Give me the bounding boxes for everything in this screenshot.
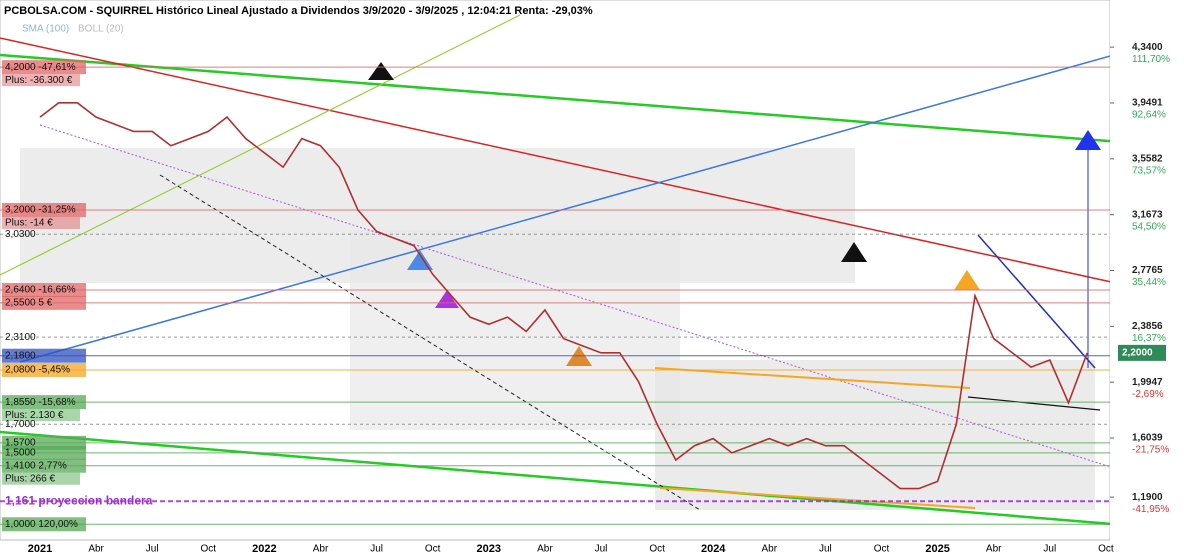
level-label: 1,4100 2,77% xyxy=(5,460,67,471)
x-tick-label: Abr xyxy=(313,544,329,555)
level-label: 1,5700 xyxy=(5,437,36,448)
x-tick-label: Abr xyxy=(88,544,104,555)
flag-line xyxy=(659,487,976,509)
current-price-box xyxy=(1118,344,1166,361)
x-tick-label: 2021 xyxy=(28,543,52,555)
level-box xyxy=(2,458,86,473)
arrow xyxy=(368,62,394,80)
legend-item: BOLL (20) xyxy=(78,24,124,35)
level-label: 1,8550 -15,68% xyxy=(5,397,76,408)
y-tick-change: -41,95% xyxy=(1132,504,1169,515)
y-tick-label: 3,9491 xyxy=(1132,98,1163,109)
price-axis xyxy=(1110,0,1184,560)
trend-line xyxy=(0,53,1161,147)
trend-line xyxy=(967,396,1101,411)
y-tick-label: 3,1673 xyxy=(1132,209,1163,220)
x-tick-label: 2024 xyxy=(701,543,726,555)
flag-line xyxy=(654,367,971,389)
current-price-label: 2,2000 xyxy=(1122,347,1153,358)
x-tick-label: 2023 xyxy=(477,543,501,555)
level-label: 2,5500 5 € xyxy=(5,297,53,308)
level-note: Plus: -36.300 € xyxy=(5,75,73,86)
x-tick-label: Jul xyxy=(146,544,159,555)
y-tick-change: 35,44% xyxy=(1132,277,1166,288)
trend-line xyxy=(39,124,1121,471)
level-box xyxy=(2,60,86,75)
level-box xyxy=(2,472,80,485)
x-tick-label: Oct xyxy=(425,544,441,555)
arrow xyxy=(954,270,980,290)
y-tick-label: 1,9947 xyxy=(1132,377,1163,388)
level-box xyxy=(2,517,86,532)
level-label: 2,1800 xyxy=(5,350,36,361)
y-tick-label: 4,3400 xyxy=(1132,42,1163,53)
y-tick-label: 3,5582 xyxy=(1132,153,1163,164)
level-label: 2,6400 -16,66% xyxy=(5,285,76,296)
x-tick-label: Jul xyxy=(370,544,383,555)
y-tick-label: 1,6039 xyxy=(1132,433,1163,444)
level-note: Plus: 266 € xyxy=(5,473,55,484)
trend-line xyxy=(977,234,1096,369)
level-label: 1,5000 xyxy=(5,447,36,458)
level-label: 3,2000 -31,25% xyxy=(5,205,76,216)
arrow xyxy=(1075,130,1101,150)
x-tick-label: 2022 xyxy=(252,543,276,555)
x-tick-label: Oct xyxy=(1098,544,1114,555)
level-label: 1,0000 120,00% xyxy=(5,519,78,530)
x-tick-label: Jul xyxy=(819,544,832,555)
trend-line xyxy=(0,37,1126,286)
x-tick-label: Abr xyxy=(986,544,1002,555)
arrow xyxy=(435,290,459,308)
level-box xyxy=(2,409,80,422)
trend-line xyxy=(0,430,1161,530)
level-box xyxy=(2,445,86,460)
trend-line xyxy=(0,14,521,276)
x-tick-label: Jul xyxy=(595,544,608,555)
y-tick-label: 2,3856 xyxy=(1132,321,1163,332)
y-tick-change: 16,37% xyxy=(1132,333,1166,344)
x-tick-label: 2025 xyxy=(925,543,949,555)
arrow xyxy=(841,242,867,262)
level-label: 1,161 proyeccion bandera xyxy=(5,493,153,507)
legend-item: SMA (100) xyxy=(22,24,69,35)
level-box xyxy=(2,348,86,363)
price-line xyxy=(39,102,1088,490)
y-tick-change: 73,57% xyxy=(1132,165,1166,176)
level-box xyxy=(2,395,86,410)
trend-line xyxy=(159,174,701,511)
zone xyxy=(655,360,1095,510)
y-tick-label: 1,1900 xyxy=(1132,492,1163,503)
level-label: 4,2000 -47,61% xyxy=(5,62,76,73)
level-box xyxy=(2,363,86,377)
level-box xyxy=(2,203,86,217)
level-box xyxy=(2,74,80,87)
zone xyxy=(350,230,680,430)
trend-line xyxy=(19,41,1161,363)
level-box xyxy=(2,283,86,297)
level-box xyxy=(2,217,80,229)
level-label: 3,0300 xyxy=(5,229,36,240)
level-note: Plus: 2.130 € xyxy=(5,410,64,421)
level-label: 1,7000 xyxy=(5,419,36,430)
y-tick-label: 2,7765 xyxy=(1132,265,1163,276)
y-tick-change: 54,50% xyxy=(1132,221,1166,232)
level-box xyxy=(2,295,86,310)
x-tick-label: Abr xyxy=(537,544,553,555)
x-tick-label: Oct xyxy=(201,544,217,555)
x-tick-label: Oct xyxy=(649,544,665,555)
level-label: 2,0800 -5,45% xyxy=(5,365,70,376)
x-tick-label: Oct xyxy=(874,544,890,555)
y-tick-change: 92,64% xyxy=(1132,110,1166,121)
level-note: Plus: -14 € xyxy=(5,218,53,229)
y-tick-change: -21,75% xyxy=(1132,445,1169,456)
x-tick-label: Jul xyxy=(1043,544,1056,555)
chart-title: PCBOLSA.COM - SQUIRREL Histórico Lineal … xyxy=(4,5,593,17)
y-tick-change: 111,70% xyxy=(1132,54,1170,65)
level-label: 2,3100 xyxy=(5,332,36,343)
x-tick-label: Abr xyxy=(762,544,778,555)
y-tick-change: -2,69% xyxy=(1132,389,1164,400)
